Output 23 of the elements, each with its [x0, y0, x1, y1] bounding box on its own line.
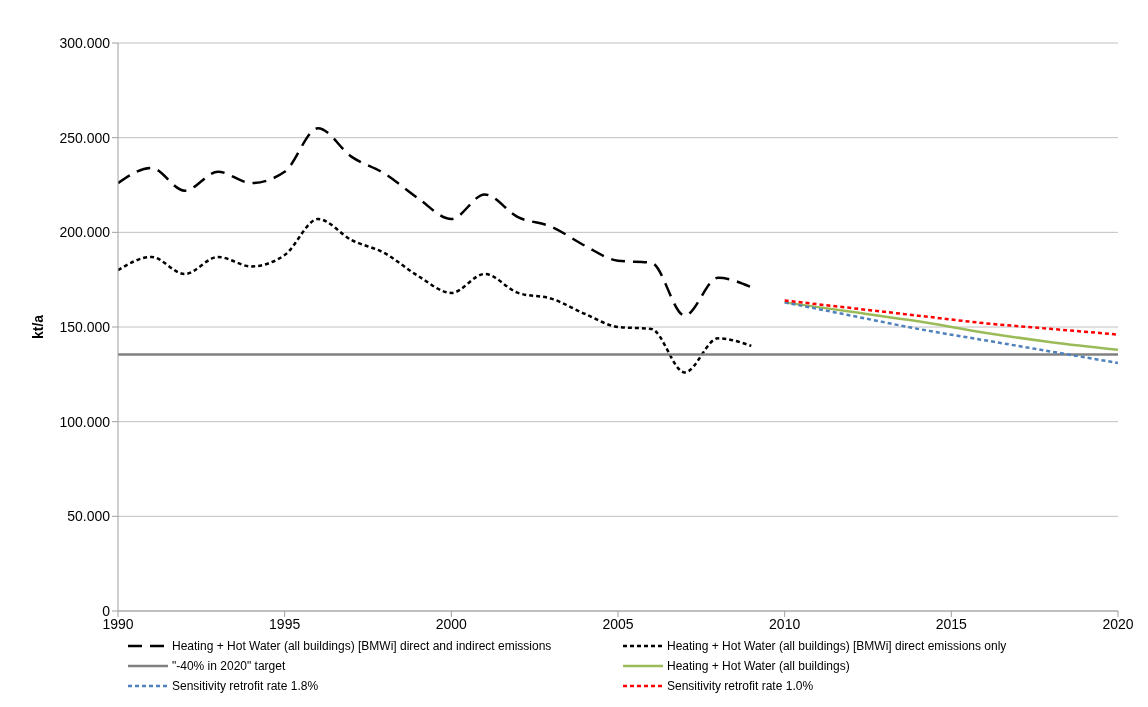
- y-tick-label: 300.000: [59, 34, 111, 51]
- legend-label: Heating + Hot Water (all buildings) [BMWi] direct emissions only: [667, 639, 1007, 653]
- line-series: [118, 126, 753, 317]
- line-series: [783, 301, 1118, 365]
- y-tick-label: 100.000: [59, 413, 111, 430]
- legend-label: Sensitivity retrofit rate 1.8%: [172, 679, 319, 693]
- x-tick-label: 2010: [769, 615, 801, 632]
- legend-label: "-40% in 2020" target: [172, 659, 286, 673]
- x-tick-label: 2005: [602, 615, 634, 632]
- y-tick-label: 250.000: [59, 129, 111, 146]
- y-tick-label: 50.000: [67, 508, 111, 525]
- x-tick-label: 2015: [935, 615, 968, 632]
- y-axis-title: kt/a: [29, 314, 46, 340]
- x-tick-label: 1995: [269, 615, 301, 632]
- line-series: [783, 299, 1118, 336]
- y-tick-label: 200.000: [59, 224, 111, 241]
- y-tick-label: 150.000: [59, 318, 111, 335]
- x-tick-label: 2000: [435, 615, 468, 632]
- x-tick-label: 2020: [1102, 615, 1134, 632]
- legend-label: Heating + Hot Water (all buildings): [667, 659, 850, 673]
- legend-label: Sensitivity retrofit rate 1.0%: [667, 679, 814, 693]
- line-series: [118, 217, 753, 374]
- legend-label: Heating + Hot Water (all buildings) [BMWi] direct and indirect emissions: [172, 639, 552, 653]
